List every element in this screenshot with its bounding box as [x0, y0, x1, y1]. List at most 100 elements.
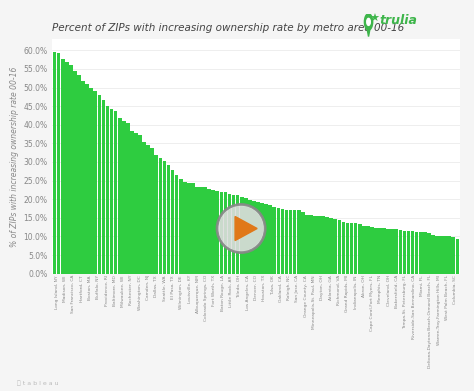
Bar	[158, 158, 162, 274]
Bar	[427, 233, 431, 274]
Bar	[276, 208, 280, 274]
Bar	[179, 179, 182, 274]
Bar	[224, 192, 227, 274]
Bar	[321, 216, 325, 274]
Bar	[248, 200, 252, 274]
Bar	[183, 182, 187, 274]
Bar	[443, 236, 447, 274]
Text: Percent of ZIPs with increasing ownership rate by metro area 00-16: Percent of ZIPs with increasing ownershi…	[52, 23, 404, 33]
Bar	[73, 71, 77, 274]
Circle shape	[367, 18, 370, 25]
Bar	[447, 236, 451, 274]
Bar	[317, 215, 321, 274]
Bar	[399, 230, 402, 274]
Bar	[386, 229, 390, 274]
Bar	[439, 236, 443, 274]
Bar	[456, 239, 459, 274]
Bar	[378, 228, 382, 274]
Bar	[126, 123, 130, 274]
Bar	[244, 198, 247, 274]
Bar	[346, 222, 349, 274]
Bar	[350, 222, 354, 274]
Bar	[207, 189, 211, 274]
Bar	[281, 209, 284, 274]
Bar	[273, 206, 276, 274]
Bar	[98, 95, 101, 274]
Bar	[122, 121, 126, 274]
Bar	[85, 84, 89, 274]
Bar	[297, 210, 301, 274]
Bar	[293, 210, 296, 274]
Bar	[53, 52, 56, 274]
Bar	[101, 100, 105, 274]
Bar	[252, 201, 256, 274]
Bar	[305, 215, 309, 274]
Bar	[69, 65, 73, 274]
Bar	[65, 62, 69, 274]
Bar	[171, 170, 174, 274]
Bar	[114, 111, 118, 274]
Bar	[203, 187, 207, 274]
Bar	[93, 91, 97, 274]
Bar	[337, 220, 341, 274]
Bar	[109, 109, 113, 274]
Bar	[175, 176, 178, 274]
Text: trulia: trulia	[379, 14, 417, 27]
Bar	[407, 231, 410, 274]
Bar	[325, 217, 329, 274]
Bar	[134, 133, 138, 274]
Bar	[195, 187, 199, 274]
Bar	[256, 202, 260, 274]
Bar	[374, 228, 378, 274]
Polygon shape	[366, 25, 371, 36]
Bar	[362, 226, 365, 274]
Bar	[81, 81, 85, 274]
Bar	[240, 197, 244, 274]
Y-axis label: % of ZIPs with increasing ownership rate 00-16: % of ZIPs with increasing ownership rate…	[10, 66, 19, 247]
Bar	[142, 142, 146, 274]
Bar	[163, 161, 166, 274]
Polygon shape	[235, 217, 257, 240]
Bar	[423, 232, 427, 274]
Bar	[264, 204, 268, 274]
Text: ★: ★	[370, 14, 380, 24]
Bar	[146, 145, 150, 274]
Bar	[216, 192, 219, 274]
Bar	[431, 235, 435, 274]
Bar	[130, 131, 134, 274]
Bar	[391, 229, 394, 274]
Bar	[354, 223, 357, 274]
Bar	[382, 228, 386, 274]
Bar	[451, 237, 455, 274]
Circle shape	[218, 205, 264, 251]
Bar	[77, 75, 81, 274]
Bar	[236, 196, 239, 274]
Bar	[199, 187, 203, 274]
Bar	[435, 236, 439, 274]
Bar	[90, 88, 93, 274]
Bar	[334, 219, 337, 274]
Bar	[155, 155, 158, 274]
Bar	[106, 106, 109, 274]
Bar	[402, 231, 406, 274]
Bar	[61, 59, 64, 274]
Circle shape	[365, 14, 373, 30]
Bar	[228, 194, 231, 274]
Bar	[313, 215, 317, 274]
Bar	[415, 232, 419, 274]
Bar	[370, 227, 374, 274]
Bar	[232, 195, 236, 274]
Bar	[57, 53, 61, 274]
Bar	[150, 148, 154, 274]
Bar	[187, 183, 191, 274]
Bar	[301, 212, 305, 274]
Bar	[394, 229, 398, 274]
Bar	[211, 190, 215, 274]
Bar	[191, 183, 195, 274]
Bar	[167, 165, 170, 274]
Bar	[411, 231, 414, 274]
Text: Ⓣ t a b l e a u: Ⓣ t a b l e a u	[17, 381, 58, 386]
Bar	[342, 222, 345, 274]
Bar	[289, 210, 292, 274]
Bar	[219, 192, 223, 274]
